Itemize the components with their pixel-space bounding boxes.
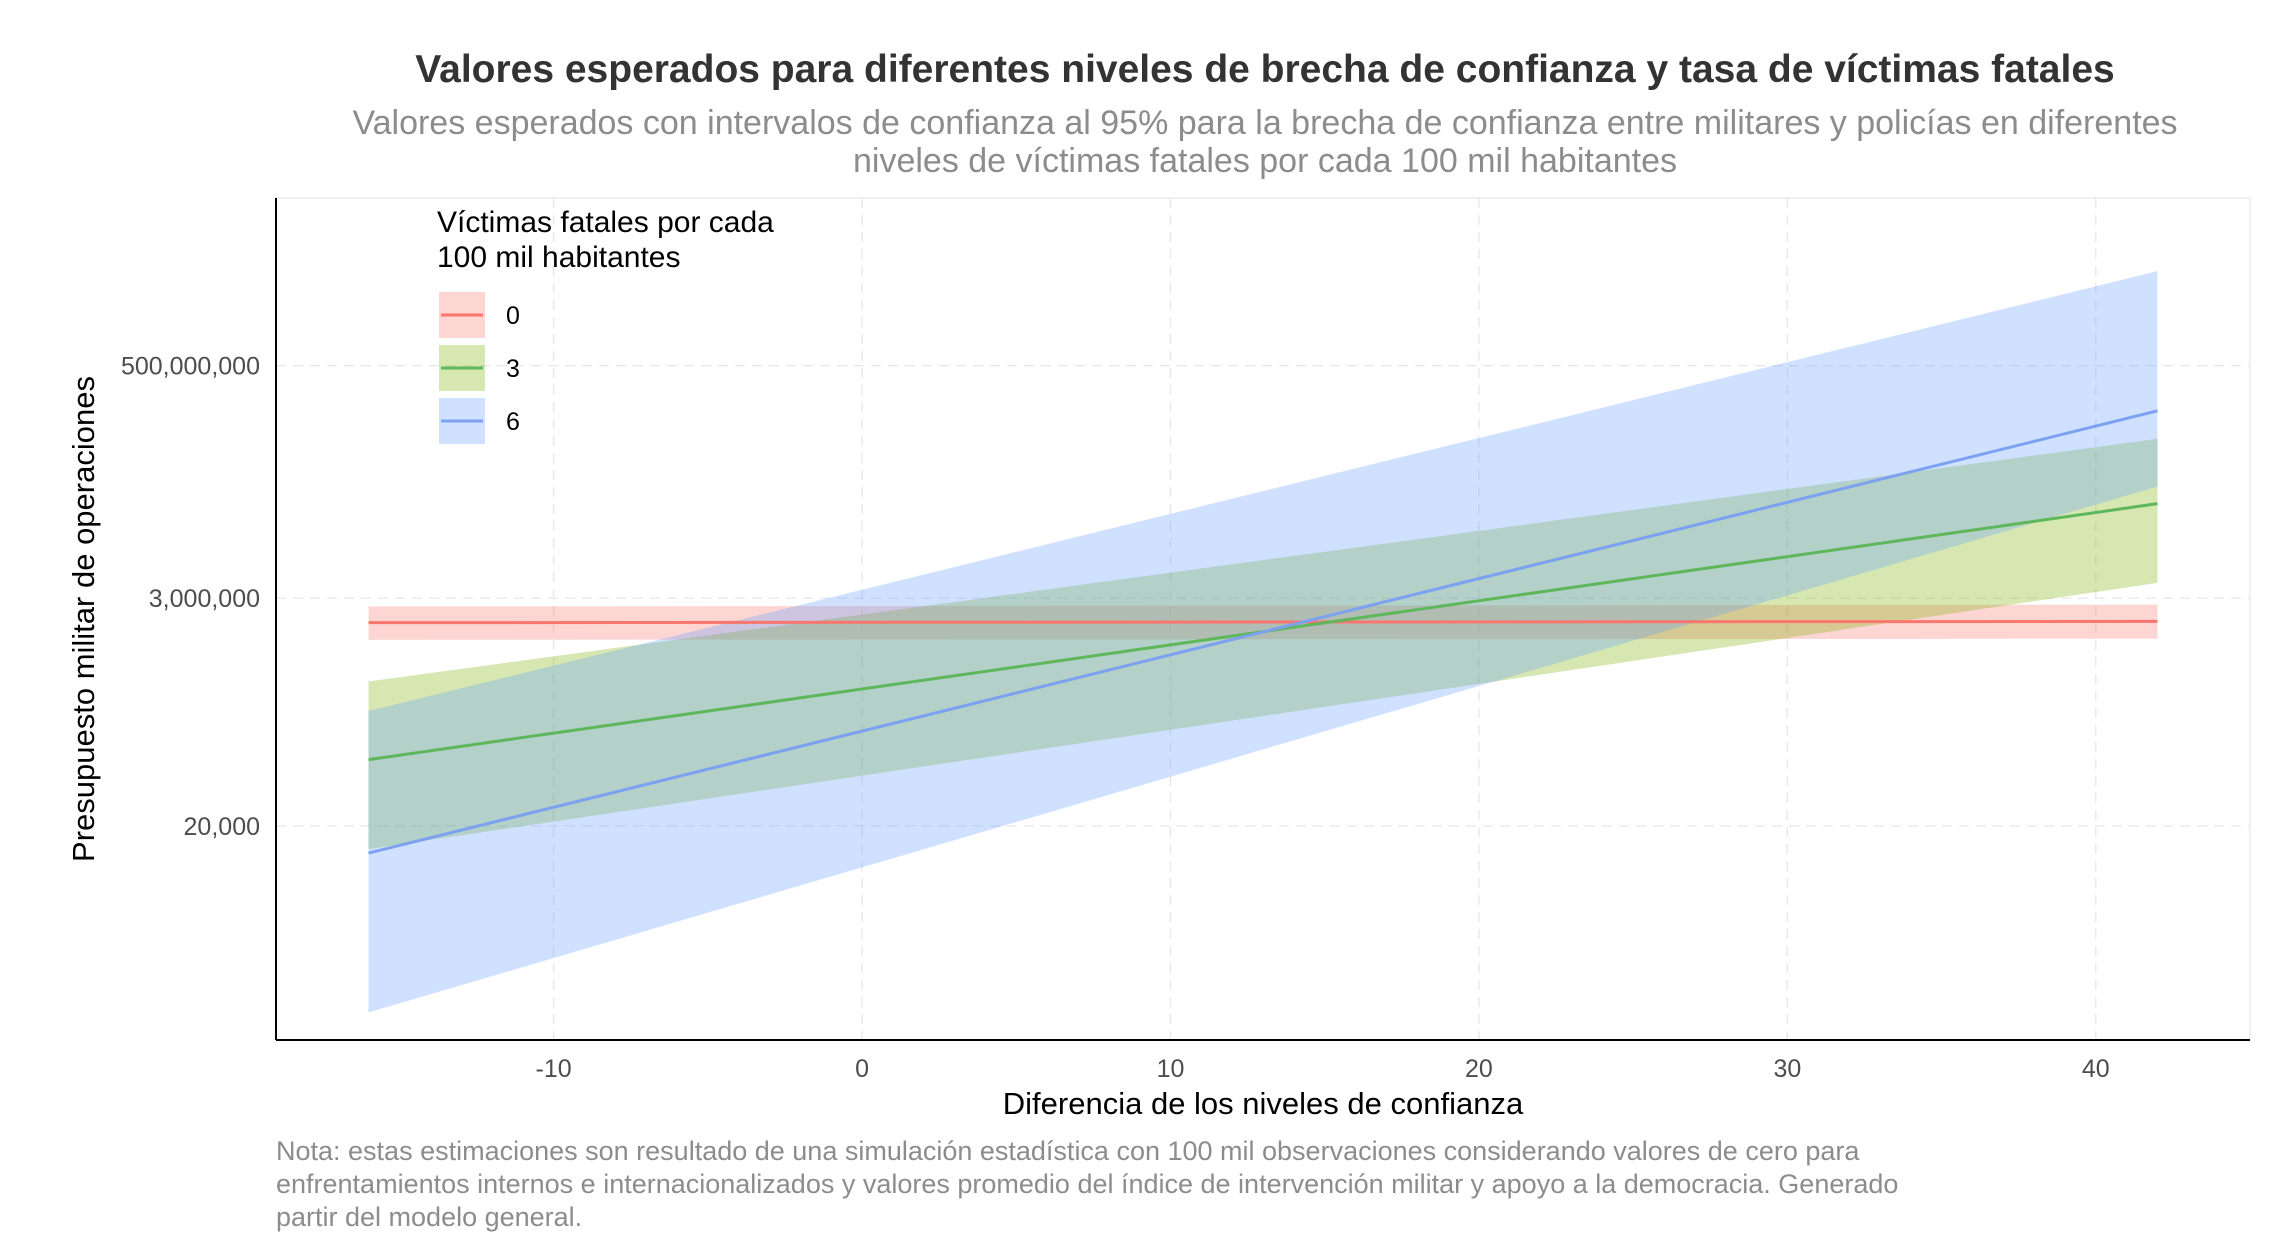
x-axis-title: Diferencia de los niveles de confianza (1003, 1086, 1524, 1121)
x-tick-label: 10 (1157, 1055, 1185, 1083)
y-tick-label: 20,000 (184, 813, 260, 841)
y-tick-labels: 20,000 3,000,000 500,000,000 (121, 353, 260, 841)
y-axis-title: Presupuesto militar de operaciones (66, 376, 101, 862)
series-lines (368, 409, 2158, 855)
chart-subtitle-line-2: niveles de víctimas fatales por cada 100… (853, 142, 1677, 180)
ci-band-series-6 (368, 271, 2158, 1013)
chart-subtitle-line-1: Valores esperados con intervalos de conf… (352, 104, 2177, 142)
legend-keys: 0 3 6 (439, 292, 520, 444)
caption-line-3: partir del modelo general. (276, 1202, 582, 1232)
confidence-bands (368, 271, 2158, 1013)
legend-label-6: 6 (506, 408, 520, 436)
legend-title-line-2: 100 mil habitantes (437, 241, 681, 274)
legend-label-0: 0 (506, 302, 520, 330)
x-tick-label: 40 (2082, 1055, 2110, 1083)
caption-line-1: Nota: estas estimaciones son resultado d… (276, 1136, 1860, 1166)
y-tick-label: 3,000,000 (149, 585, 260, 613)
series-line-6 (368, 409, 2158, 855)
legend: Víctimas fatales por cada 100 mil habita… (437, 206, 774, 444)
legend-title-line-1: Víctimas fatales por cada (437, 206, 774, 239)
y-tick-label: 500,000,000 (121, 353, 260, 381)
x-tick-label: 0 (855, 1055, 869, 1083)
plot-panel (275, 197, 2251, 1041)
x-tick-label: -10 (536, 1055, 572, 1083)
grid-layer (276, 198, 2250, 1040)
ci-band-series-3 (368, 438, 2158, 850)
caption-line-2: enfrentamientos internos e internacional… (276, 1169, 1898, 1199)
x-tick-label: 20 (1465, 1055, 1493, 1083)
x-tick-labels: -10 0 10 20 30 40 (536, 1055, 2110, 1083)
chart-title: Valores esperados para diferentes nivele… (415, 48, 2114, 91)
series-line-0 (368, 619, 2158, 625)
x-tick-label: 30 (1773, 1055, 1801, 1083)
legend-label-3: 3 (506, 355, 520, 383)
